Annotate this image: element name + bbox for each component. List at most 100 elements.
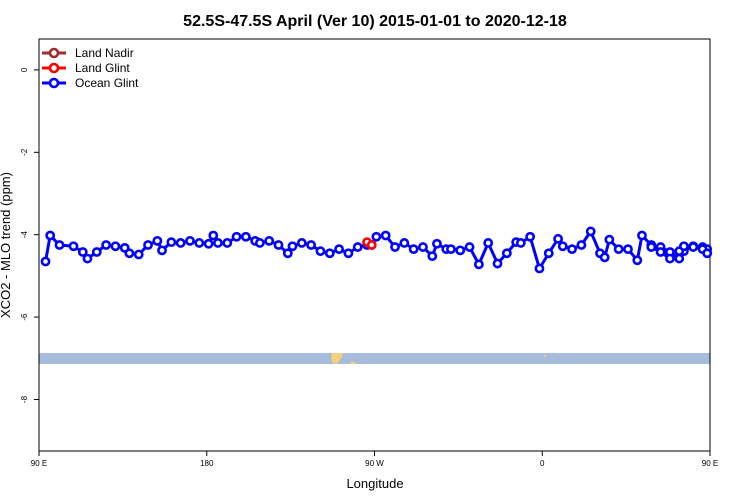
data-point [525, 231, 536, 242]
data-point [679, 241, 689, 252]
data-point [390, 242, 400, 252]
data-point [399, 238, 410, 248]
data-point [334, 244, 344, 255]
y-tick-label: -8 [20, 395, 29, 403]
y-tick-label: 0 [20, 67, 29, 72]
data-point [585, 226, 596, 237]
chart-title: 52.5S-47.5S April (Ver 10) 2015-01-01 to… [183, 13, 567, 30]
legend-label: Land Glint [75, 61, 130, 75]
data-point [366, 240, 377, 250]
data-point [287, 241, 298, 252]
data-point [455, 245, 466, 256]
data-point [613, 244, 624, 255]
ocean-band [39, 353, 710, 364]
series-ocean-glint [40, 226, 713, 274]
data-point [418, 242, 428, 252]
data-point [264, 235, 275, 246]
island-dot [544, 355, 546, 357]
data-point [213, 238, 223, 248]
data-point [492, 258, 503, 269]
data-point [473, 259, 484, 270]
island-small [350, 362, 356, 364]
data-point [543, 248, 554, 259]
data-point [231, 231, 242, 242]
data-point [646, 242, 657, 252]
x-tick-label: 0 [540, 459, 545, 468]
data-point [655, 247, 666, 257]
data-point [133, 249, 144, 260]
data-point [599, 252, 610, 263]
data-point [623, 244, 633, 255]
data-point [101, 240, 111, 250]
data-point [371, 231, 382, 242]
data-point [82, 253, 93, 264]
data-point [427, 251, 438, 262]
legend-item: Land Nadir [42, 46, 134, 60]
data-point [240, 231, 251, 242]
data-point [446, 244, 456, 255]
data-point [273, 240, 284, 250]
data-point [110, 241, 121, 252]
data-point [166, 237, 177, 248]
x-axis-label: Longitude [346, 476, 403, 491]
data-point [40, 256, 51, 267]
x-tick-label: 90 E [31, 459, 47, 468]
data-point [567, 244, 577, 255]
land-shapes [331, 353, 546, 364]
data-point [702, 248, 713, 259]
data-point [208, 230, 219, 241]
data-point [604, 234, 615, 245]
legend-marker [48, 62, 60, 74]
x-tick-label: 90 W [365, 459, 384, 468]
x-axis: 90 E 180 90 W 0 90 E [31, 451, 718, 468]
south-america-tip [331, 353, 343, 364]
legend-marker [48, 77, 60, 89]
data-point [77, 247, 88, 257]
y-axis-label: XCO2 - MLO trend (ppm) [0, 172, 13, 318]
data-point [175, 238, 186, 248]
legend-item: Ocean Glint [42, 76, 139, 90]
data-point [501, 248, 512, 259]
data-point [464, 242, 475, 252]
data-point [203, 238, 214, 249]
data-point [534, 263, 545, 274]
data-point [665, 253, 675, 264]
data-point [632, 255, 643, 266]
data-point [282, 248, 293, 259]
data-point [68, 241, 79, 252]
data-point [157, 245, 167, 256]
x-tick-label: 180 [200, 459, 214, 468]
data-point [45, 230, 56, 241]
data-point [324, 248, 335, 259]
data-point [91, 247, 102, 257]
y-tick-label: -2 [20, 148, 29, 156]
data-point [553, 233, 563, 244]
data-point [124, 248, 135, 259]
data-point [688, 242, 699, 252]
data-point [408, 244, 419, 255]
legend-label: Land Nadir [75, 46, 134, 60]
data-point [380, 230, 391, 241]
legend-marker [48, 47, 60, 59]
data-point [515, 238, 526, 248]
data-point [194, 238, 205, 248]
data-point [254, 238, 265, 248]
data-point [432, 238, 442, 249]
data-point [483, 238, 494, 248]
x-tick-label: 90 E [702, 459, 718, 468]
data-point [222, 238, 233, 248]
legend-item: Land Glint [42, 61, 130, 75]
data-point [54, 240, 65, 250]
data-point [143, 240, 153, 250]
data-point [315, 246, 326, 257]
data-point [576, 240, 587, 250]
legend-label: Ocean Glint [75, 76, 139, 90]
data-point [557, 241, 568, 252]
y-tick-label: -4 [20, 231, 29, 239]
y-axis: 0 -2 -4 -6 -8 [20, 67, 39, 403]
data-point [152, 235, 163, 246]
data-point [343, 248, 354, 259]
y-tick-label: -6 [20, 313, 29, 321]
